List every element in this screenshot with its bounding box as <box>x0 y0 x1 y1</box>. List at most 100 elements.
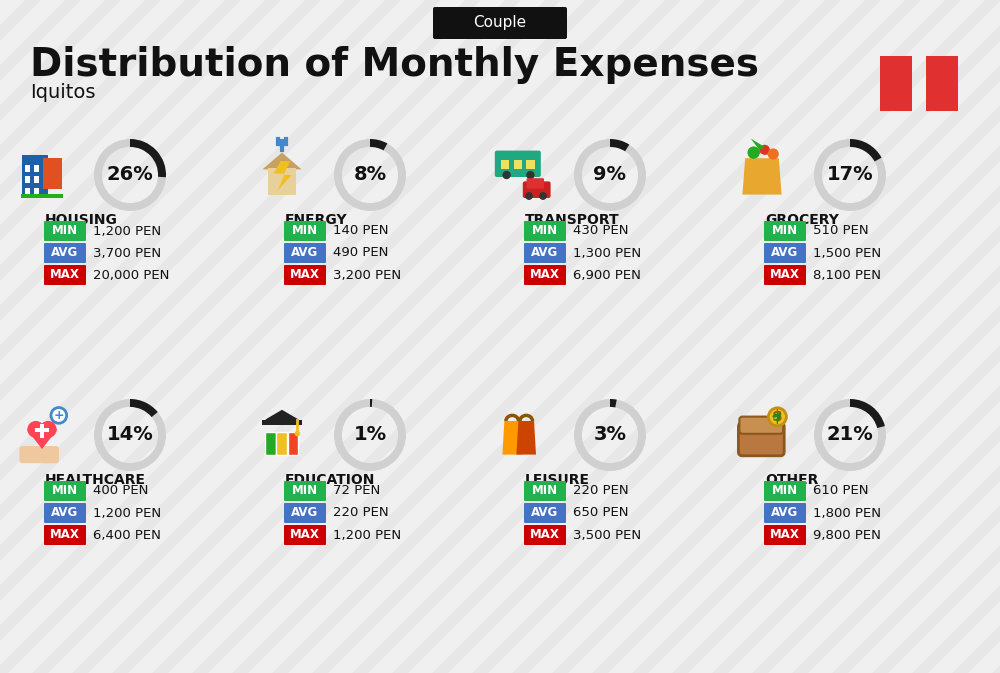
FancyBboxPatch shape <box>284 503 326 523</box>
Text: 8,100 PEN: 8,100 PEN <box>813 269 881 281</box>
Text: MAX: MAX <box>770 528 800 542</box>
Circle shape <box>526 171 535 179</box>
Wedge shape <box>574 139 646 211</box>
FancyBboxPatch shape <box>40 424 44 438</box>
Text: MAX: MAX <box>530 269 560 281</box>
FancyBboxPatch shape <box>284 481 326 501</box>
Text: MIN: MIN <box>52 485 78 497</box>
Text: 1,500 PEN: 1,500 PEN <box>813 246 881 260</box>
Circle shape <box>51 408 67 423</box>
FancyBboxPatch shape <box>25 165 30 172</box>
Polygon shape <box>274 161 292 190</box>
Polygon shape <box>751 139 765 150</box>
Text: 3,700 PEN: 3,700 PEN <box>93 246 161 260</box>
Text: AVG: AVG <box>531 507 559 520</box>
Wedge shape <box>130 399 158 417</box>
Circle shape <box>502 171 511 179</box>
Text: Distribution of Monthly Expenses: Distribution of Monthly Expenses <box>30 46 759 84</box>
Polygon shape <box>516 421 536 454</box>
FancyBboxPatch shape <box>284 525 326 545</box>
Text: MIN: MIN <box>52 225 78 238</box>
Wedge shape <box>814 399 886 471</box>
Wedge shape <box>370 399 372 407</box>
Wedge shape <box>94 139 166 211</box>
FancyBboxPatch shape <box>764 221 806 241</box>
FancyBboxPatch shape <box>268 168 296 194</box>
Text: 400 PEN: 400 PEN <box>93 485 148 497</box>
Text: AVG: AVG <box>291 507 319 520</box>
Text: 20,000 PEN: 20,000 PEN <box>93 269 169 281</box>
Text: AVG: AVG <box>771 507 799 520</box>
Text: 510 PEN: 510 PEN <box>813 225 869 238</box>
Text: 1,200 PEN: 1,200 PEN <box>93 507 161 520</box>
FancyBboxPatch shape <box>44 265 86 285</box>
Circle shape <box>539 192 547 200</box>
Wedge shape <box>814 139 886 211</box>
FancyBboxPatch shape <box>44 525 86 545</box>
FancyBboxPatch shape <box>524 525 566 545</box>
Text: 650 PEN: 650 PEN <box>573 507 629 520</box>
Text: 1,200 PEN: 1,200 PEN <box>93 225 161 238</box>
Wedge shape <box>130 139 166 177</box>
Text: 3%: 3% <box>594 425 626 444</box>
FancyBboxPatch shape <box>524 481 566 501</box>
FancyBboxPatch shape <box>764 525 806 545</box>
FancyBboxPatch shape <box>527 178 544 188</box>
Text: AVG: AVG <box>51 246 79 260</box>
Circle shape <box>747 147 760 159</box>
FancyBboxPatch shape <box>25 176 30 184</box>
Text: MIN: MIN <box>532 485 558 497</box>
Text: EDUCATION: EDUCATION <box>285 473 375 487</box>
FancyBboxPatch shape <box>43 158 62 189</box>
Text: 14%: 14% <box>107 425 153 444</box>
FancyBboxPatch shape <box>34 165 39 172</box>
Circle shape <box>760 145 770 155</box>
FancyBboxPatch shape <box>44 481 86 501</box>
FancyBboxPatch shape <box>44 243 86 263</box>
Text: 140 PEN: 140 PEN <box>333 225 388 238</box>
Text: 6,400 PEN: 6,400 PEN <box>93 528 161 542</box>
Text: MAX: MAX <box>290 528 320 542</box>
FancyBboxPatch shape <box>25 188 30 194</box>
Polygon shape <box>262 153 302 170</box>
Text: GROCERY: GROCERY <box>765 213 839 227</box>
FancyBboxPatch shape <box>739 417 783 434</box>
Text: MIN: MIN <box>292 485 318 497</box>
Wedge shape <box>94 399 166 471</box>
Text: 17%: 17% <box>827 166 873 184</box>
FancyBboxPatch shape <box>276 432 287 454</box>
Text: 490 PEN: 490 PEN <box>333 246 388 260</box>
Circle shape <box>40 421 57 438</box>
Text: 220 PEN: 220 PEN <box>573 485 629 497</box>
Text: 6,900 PEN: 6,900 PEN <box>573 269 641 281</box>
Circle shape <box>27 421 44 438</box>
Text: 9%: 9% <box>594 166 626 184</box>
Text: MIN: MIN <box>532 225 558 238</box>
Text: MAX: MAX <box>50 269 80 281</box>
Circle shape <box>295 431 300 436</box>
Text: AVG: AVG <box>531 246 559 260</box>
Text: MIN: MIN <box>772 225 798 238</box>
Text: HEALTHCARE: HEALTHCARE <box>45 473 146 487</box>
FancyBboxPatch shape <box>880 55 912 110</box>
FancyBboxPatch shape <box>501 160 509 170</box>
Text: MAX: MAX <box>530 528 560 542</box>
Circle shape <box>525 192 533 200</box>
Wedge shape <box>850 399 885 428</box>
FancyBboxPatch shape <box>524 503 566 523</box>
FancyBboxPatch shape <box>764 265 806 285</box>
Polygon shape <box>265 410 299 425</box>
Text: 1,200 PEN: 1,200 PEN <box>333 528 401 542</box>
FancyBboxPatch shape <box>21 194 63 198</box>
Text: 9,800 PEN: 9,800 PEN <box>813 528 881 542</box>
Text: ENERGY: ENERGY <box>285 213 348 227</box>
Text: 1%: 1% <box>353 425 387 444</box>
Text: MAX: MAX <box>50 528 80 542</box>
Wedge shape <box>610 139 629 151</box>
Wedge shape <box>334 399 406 471</box>
Text: 3,200 PEN: 3,200 PEN <box>333 269 401 281</box>
Text: Couple: Couple <box>473 15 527 30</box>
Circle shape <box>768 408 786 426</box>
Wedge shape <box>574 399 646 471</box>
Text: 220 PEN: 220 PEN <box>333 507 389 520</box>
